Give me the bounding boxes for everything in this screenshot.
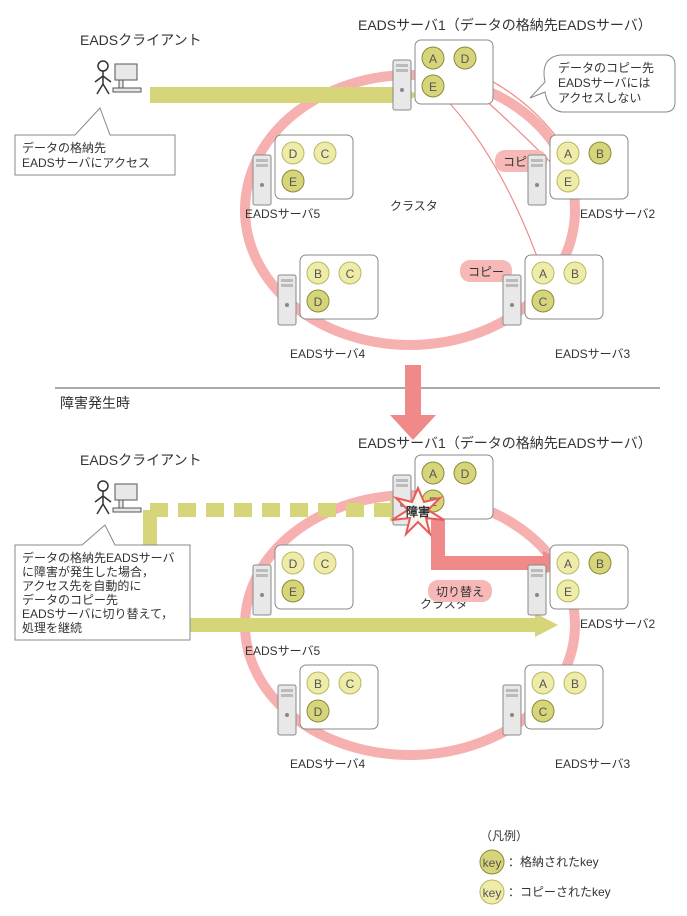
svg-text:E: E xyxy=(564,585,572,599)
svg-text:EADSサーバに切り替えて，: EADSサーバに切り替えて， xyxy=(22,607,173,621)
svg-text:：格納されたkey: ：格納されたkey xyxy=(508,854,599,869)
tower-icon xyxy=(253,155,271,205)
svg-text:A: A xyxy=(564,557,572,571)
svg-text:D: D xyxy=(289,147,298,161)
svg-text:データのコピー先: データのコピー先 xyxy=(558,60,654,75)
svg-text:D: D xyxy=(289,557,298,571)
svg-text:切り替え: 切り替え xyxy=(436,585,484,599)
svg-text:EADSサーバにアクセス: EADSサーバにアクセス xyxy=(22,156,150,170)
svg-text:A: A xyxy=(429,52,437,66)
svg-text:C: C xyxy=(346,267,355,281)
svg-text:E: E xyxy=(289,175,297,189)
tower-icon xyxy=(503,685,521,735)
svg-text:A: A xyxy=(539,267,547,281)
tower-icon xyxy=(528,155,546,205)
server2-label-bottom: EADSサーバ2 xyxy=(580,617,656,631)
server5-label-top: EADSサーバ5 xyxy=(245,207,321,221)
svg-text:B: B xyxy=(596,557,604,571)
svg-text:D: D xyxy=(461,467,470,481)
svg-text:B: B xyxy=(596,147,604,161)
svg-text:C: C xyxy=(321,147,330,161)
svg-text:処理を継続: 処理を継続 xyxy=(22,620,82,635)
tower-icon xyxy=(253,565,271,615)
svg-text:A: A xyxy=(429,467,437,481)
server1-title-bottom: EADSサーバ1（データの格納先EADSサーバ） xyxy=(358,435,652,451)
svg-text:E: E xyxy=(429,80,437,94)
svg-text:C: C xyxy=(346,677,355,691)
svg-text:C: C xyxy=(539,295,548,309)
callout-no-access: データのコピー先 EADSサーバには アクセスしない xyxy=(530,55,675,112)
svg-text:D: D xyxy=(314,295,323,309)
svg-text:D: D xyxy=(461,52,470,66)
failure-section-label: 障害発生時 xyxy=(60,395,130,411)
diagram-root: クラスタ EADSクライアント データの格納先 EADSサーバにアクセス データ… xyxy=(0,0,687,916)
svg-text:D: D xyxy=(314,705,323,719)
svg-text:障害: 障害 xyxy=(406,504,430,519)
svg-text:A: A xyxy=(539,677,547,691)
svg-text:E: E xyxy=(289,585,297,599)
server1-title-top: EADSサーバ1（データの格納先EADSサーバ） xyxy=(358,17,652,33)
svg-text:B: B xyxy=(571,677,579,691)
tower-icon xyxy=(503,275,521,325)
svg-text:E: E xyxy=(564,175,572,189)
svg-text:アクセス先を自動的に: アクセス先を自動的に xyxy=(22,578,141,593)
svg-text:コピー: コピー xyxy=(468,265,504,279)
svg-text:データの格納先EADSサーバ: データの格納先EADSサーバ xyxy=(22,550,175,565)
svg-text:EADSサーバには: EADSサーバには xyxy=(558,76,651,90)
tower-icon xyxy=(278,275,296,325)
svg-text:key: key xyxy=(483,886,502,900)
svg-text:に障害が発生した場合，: に障害が発生した場合， xyxy=(22,564,154,579)
server2-label-top: EADSサーバ2 xyxy=(580,207,656,221)
svg-text:データの格納先: データの格納先 xyxy=(22,140,106,155)
svg-text:：コピーされたkey: ：コピーされたkey xyxy=(508,885,611,899)
cluster-label-top: クラスタ xyxy=(390,199,438,213)
svg-text:アクセスしない: アクセスしない xyxy=(558,91,641,105)
server4-label-top: EADSサーバ4 xyxy=(290,347,366,361)
svg-text:key: key xyxy=(483,856,502,870)
tower-icon xyxy=(528,565,546,615)
client-label-bottom: EADSクライアント xyxy=(80,452,202,468)
svg-text:C: C xyxy=(539,705,548,719)
svg-text:C: C xyxy=(321,557,330,571)
svg-text:B: B xyxy=(571,267,579,281)
server5-label-bottom: EADSサーバ5 xyxy=(245,644,321,658)
tower-icon xyxy=(278,685,296,735)
client-label-top: EADSクライアント xyxy=(80,32,202,48)
svg-text:A: A xyxy=(564,147,572,161)
server4-label-bottom: EADSサーバ4 xyxy=(290,757,366,771)
svg-text:B: B xyxy=(314,677,322,691)
server3-label-top: EADSサーバ3 xyxy=(555,347,631,361)
svg-text:データのコピー先: データのコピー先 xyxy=(22,592,118,607)
tower-icon xyxy=(393,60,411,110)
server3-label-bottom: EADSサーバ3 xyxy=(555,757,631,771)
svg-text:（凡例）: （凡例） xyxy=(480,829,528,843)
svg-text:B: B xyxy=(314,267,322,281)
